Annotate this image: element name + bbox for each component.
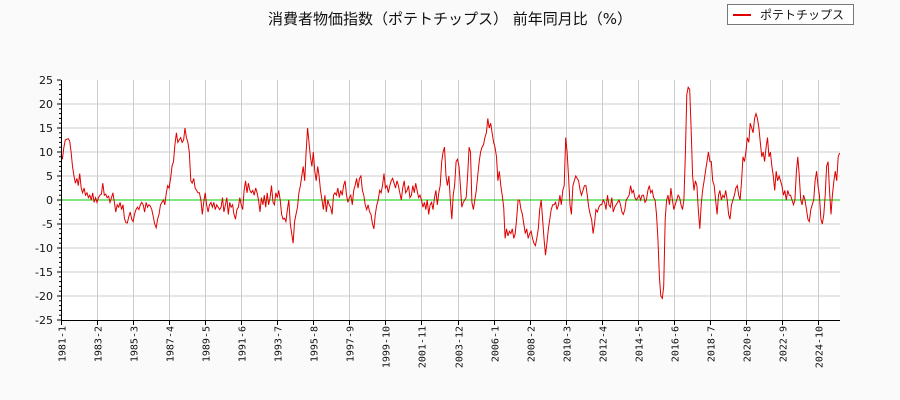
x-tick-label: 2014-5	[635, 326, 646, 362]
y-tick-label: 20	[39, 98, 53, 111]
y-tick-label: -20	[35, 290, 53, 303]
chart-title: 消費者物価指数（ポテトチップス） 前年同月比（%）	[267, 10, 633, 28]
x-tick-label: 1987-4	[166, 326, 177, 362]
x-tick-label: 1985-3	[130, 326, 141, 362]
legend-swatch-icon	[733, 13, 751, 16]
x-tick-label: 1993-7	[274, 326, 285, 362]
x-tick-label: 1991-6	[238, 326, 249, 362]
x-axis-ticks: 1981-1 1983-2 1985-3 1987-4 1989-5 1991-6 1993…	[58, 326, 826, 368]
y-tick-label: -10	[35, 242, 53, 255]
legend: ポテトチップス	[727, 4, 854, 25]
x-tick-label: 1983-2	[94, 326, 105, 362]
y-tick-label: 15	[39, 122, 53, 135]
y-axis-ticks: 25 20 15 10 5 0 -5 -10 -15 -20 -25	[35, 74, 53, 327]
legend-label: ポテトチップス	[760, 8, 845, 22]
y-tick-label: -5	[42, 218, 53, 231]
y-tick-label: 0	[46, 194, 53, 207]
x-tick-label: 2016-6	[671, 326, 682, 362]
x-tick-label: 1997-9	[346, 326, 357, 362]
y-tick-label: -25	[35, 314, 53, 327]
x-tick-label: 2008-2	[527, 326, 538, 362]
x-tick-label: 2012-4	[599, 326, 610, 362]
x-tick-label: 2006-1	[491, 326, 502, 362]
x-tick-label: 1999-10	[382, 326, 393, 368]
y-tick-label: 25	[39, 74, 53, 87]
x-tick-label: 2020-8	[743, 326, 754, 362]
x-tick-label: 1995-8	[310, 326, 321, 362]
y-tick-label: 5	[46, 170, 53, 183]
x-tick-label: 2024-10	[815, 326, 826, 368]
x-tick-label: 1981-1	[58, 326, 69, 362]
x-tick-label: 1989-5	[202, 326, 213, 362]
x-tick-label: 2001-11	[418, 326, 429, 368]
y-tick-label: 10	[39, 146, 53, 159]
x-tick-label: 2022-9	[779, 326, 790, 362]
y-tick-label: -15	[35, 266, 53, 279]
x-tick-label: 2010-3	[563, 326, 574, 362]
axes	[57, 79, 840, 325]
x-tick-label: 2018-7	[707, 326, 718, 362]
x-tick-label: 2003-12	[455, 326, 466, 368]
series-line-potato-chips	[60, 85, 841, 300]
